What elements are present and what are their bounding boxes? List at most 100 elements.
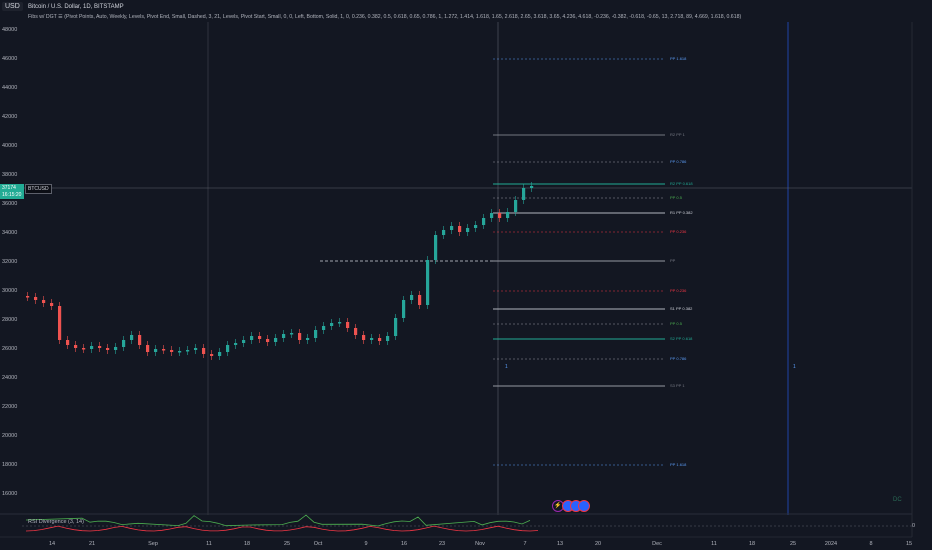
rsi-legend[interactable]: RSI Divergence (3, 14) (28, 519, 84, 525)
candle-body (522, 188, 526, 200)
week-marker-right: 1 (793, 364, 796, 370)
countdown-timer: 16:15:20 (2, 191, 22, 198)
time-tick-label: 16 (400, 541, 408, 547)
candle-body (282, 334, 286, 338)
fib-level-label: S2 PP 0.618 (670, 336, 693, 341)
week-marker-left: 1 (505, 364, 508, 370)
candle-body (226, 345, 230, 352)
price-tick-label: 42000 (2, 114, 18, 120)
candle-body (90, 346, 94, 349)
price-tick-label: 44000 (2, 85, 18, 91)
candle-body (26, 296, 30, 298)
candle-body (178, 351, 182, 353)
time-tick-label: 14 (48, 541, 56, 547)
candle-body (426, 260, 430, 305)
candle-body (386, 336, 390, 341)
candle-body (314, 330, 318, 338)
time-tick-label: 20 (594, 541, 602, 547)
candle-body (474, 225, 478, 228)
candle-body (50, 303, 54, 306)
fib-level-label: PP 0.236 (670, 229, 687, 234)
price-tick-label: 24000 (2, 375, 18, 381)
candle-body (514, 200, 518, 212)
candle-body (138, 335, 142, 345)
fib-level-label: PP 0.786 (670, 356, 687, 361)
candle-body (186, 350, 190, 352)
candle-body (106, 348, 110, 350)
candle-body (146, 345, 150, 352)
chart-title[interactable]: Bitcoin / U.S. Dollar, 1D, BITSTAMP (28, 4, 124, 10)
candle-body (298, 333, 302, 340)
time-tick-label: 7 (523, 541, 527, 547)
time-tick-label: 25 (283, 541, 291, 547)
candle-body (202, 348, 206, 354)
candle-body (98, 346, 102, 348)
watermark-logo: DC (893, 497, 902, 503)
candle-body (154, 349, 158, 352)
rsi-line (25, 514, 531, 527)
price-tick-label: 46000 (2, 56, 18, 62)
candle-body (66, 340, 70, 345)
time-tick-label: 9 (364, 541, 368, 547)
time-tick-label: 18 (243, 541, 251, 547)
candle-body (250, 336, 254, 340)
candle-body (354, 328, 358, 335)
fib-level-label: R1 PP 0.382 (670, 210, 693, 215)
candle-body (42, 300, 46, 303)
candle-body (170, 350, 174, 352)
candle-body (466, 228, 470, 232)
candle-body (290, 333, 294, 335)
fib-level-label: PP 0.786 (670, 159, 687, 164)
candle-body (218, 352, 222, 356)
price-tick-label: 16000 (2, 491, 18, 497)
fib-level-label: PP 0.5 (670, 195, 682, 200)
candle-body (498, 213, 502, 218)
time-tick-label: 25 (789, 541, 797, 547)
candle-body (394, 318, 398, 336)
currency-button[interactable]: USD (2, 2, 23, 11)
time-tick-label: 2024 (824, 541, 838, 547)
price-tick-label: 34000 (2, 230, 18, 236)
fib-level-label: R2 PP 0.618 (670, 181, 693, 186)
candle-body (130, 335, 134, 340)
time-tick-label: Dec (652, 541, 662, 547)
candle-body (34, 297, 38, 300)
candle-body (370, 338, 374, 340)
flag-us-icon[interactable] (578, 500, 590, 512)
candle-body (362, 335, 366, 340)
time-tick-label: 18 (748, 541, 756, 547)
time-tick-label: Sep (148, 541, 158, 547)
time-tick-label: 15 (905, 541, 913, 547)
price-tick-label: 40000 (2, 143, 18, 149)
candle-body (58, 306, 62, 340)
candle-body (482, 218, 486, 225)
rsi-line-red (25, 525, 539, 532)
price-tick-label: 30000 (2, 288, 18, 294)
candle-body (74, 345, 78, 348)
candle-body (458, 226, 462, 232)
price-tick-label: 20000 (2, 433, 18, 439)
symbol-tag: BTCUSD (25, 184, 52, 194)
time-tick-label: Nov (475, 541, 485, 547)
candle-body (82, 348, 86, 350)
candle-body (378, 338, 382, 341)
candle-body (266, 339, 270, 342)
candle-body (194, 348, 198, 350)
price-tick-label: 38000 (2, 172, 18, 178)
price-tick-label: 36000 (2, 201, 18, 207)
price-tick-label: 18000 (2, 462, 18, 468)
indicator-legend[interactable]: Fibs w/ DGT ☰ (Pivot Points, Auto, Weekl… (28, 14, 742, 20)
price-tick-label: 26000 (2, 346, 18, 352)
candle-body (402, 300, 406, 318)
time-tick-label: 23 (438, 541, 446, 547)
time-tick-label: 13 (556, 541, 564, 547)
candle-body (450, 226, 454, 230)
candle-body (122, 340, 126, 347)
fib-level-label: PP 0.236 (670, 288, 687, 293)
fib-level-label: R2 PP 1 (670, 132, 685, 137)
time-tick-label: 8 (869, 541, 873, 547)
candle-body (506, 212, 510, 218)
candle-body (530, 186, 534, 188)
